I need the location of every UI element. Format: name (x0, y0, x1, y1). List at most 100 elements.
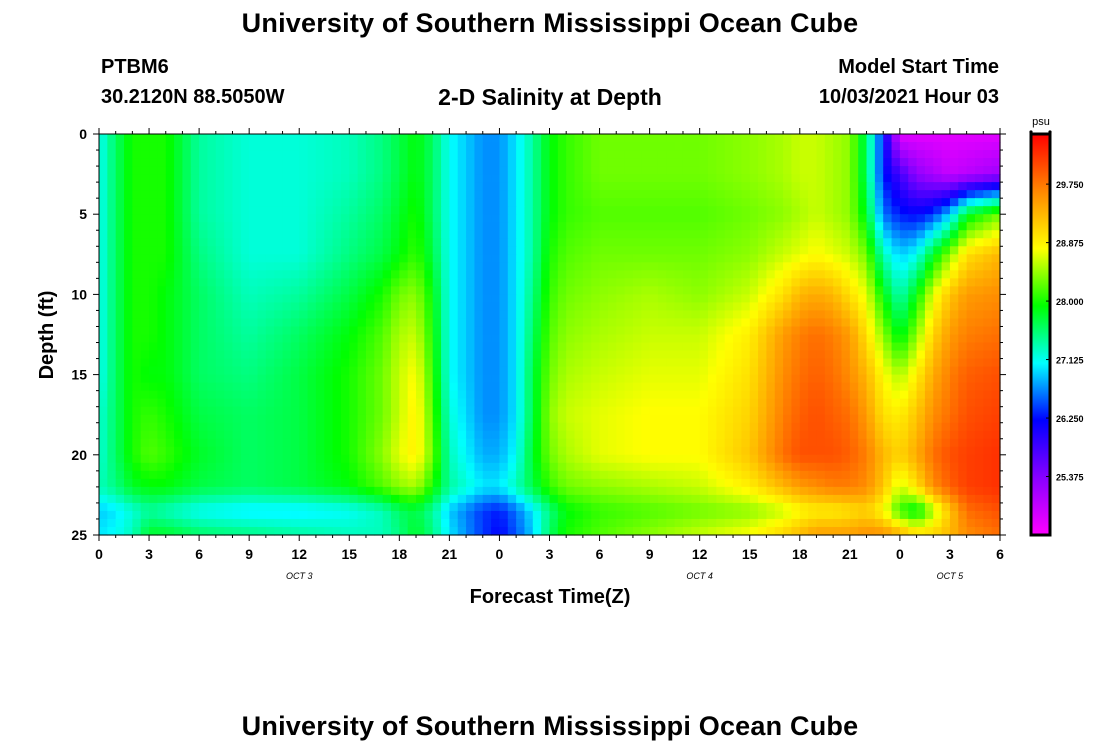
heatmap-cell (407, 214, 417, 223)
heatmap-cell (899, 142, 909, 151)
heatmap-cell (257, 422, 267, 432)
heatmap-cell (699, 422, 709, 432)
heatmap-cell (524, 350, 534, 360)
heatmap-cell (190, 350, 200, 360)
heatmap-cell (441, 446, 450, 456)
heatmap-cell (607, 334, 617, 344)
heatmap-cell (516, 478, 526, 488)
heatmap-cell (891, 446, 901, 456)
heatmap-cell (282, 214, 292, 223)
heatmap-cell (841, 454, 851, 464)
heatmap-cell (791, 286, 801, 295)
heatmap-cell (157, 430, 167, 440)
heatmap-cell (632, 494, 642, 504)
heatmap-cell (891, 486, 901, 496)
heatmap-cell (390, 390, 400, 400)
heatmap-cell (215, 326, 225, 336)
heatmap-cell (441, 478, 450, 488)
heatmap-cell (416, 222, 425, 231)
heatmap-cell (124, 286, 133, 295)
heatmap-cell (891, 342, 901, 352)
heatmap-cell (524, 254, 534, 263)
heatmap-cell (390, 478, 400, 488)
heatmap-cell (516, 262, 526, 271)
heatmap-cell (257, 374, 267, 384)
heatmap-cell (858, 398, 868, 408)
heatmap-cell (733, 286, 742, 295)
heatmap-cell (766, 374, 776, 384)
heatmap-cell (599, 390, 609, 400)
heatmap-cell (374, 246, 384, 255)
heatmap-cell (357, 486, 367, 496)
heatmap-cell (691, 246, 701, 255)
heatmap-cell (182, 182, 192, 191)
heatmap-cell (441, 494, 450, 504)
heatmap-cell (499, 278, 509, 287)
heatmap-cell (557, 414, 567, 424)
heatmap-cell (332, 302, 342, 312)
heatmap-cell (282, 302, 292, 312)
heatmap-cell (691, 254, 701, 263)
heatmap-cell (399, 286, 409, 295)
heatmap-cell (424, 398, 434, 408)
heatmap-cell (532, 318, 542, 328)
heatmap-cell (107, 326, 117, 336)
heatmap-cell (174, 430, 184, 440)
heatmap-cell (899, 486, 909, 496)
heatmap-cell (132, 486, 142, 496)
heatmap-cell (566, 142, 576, 151)
heatmap-cell (232, 278, 242, 287)
heatmap-cell (624, 494, 634, 504)
heatmap-cell (491, 438, 501, 448)
heatmap-cell (674, 166, 684, 175)
heatmap-cell (766, 238, 776, 247)
heatmap-cell (324, 166, 334, 175)
heatmap-cell (599, 270, 609, 279)
heatmap-cell (532, 230, 542, 239)
heatmap-cell (849, 414, 859, 424)
heatmap-cell (824, 454, 834, 464)
heatmap-cell (432, 182, 442, 191)
heatmap-cell (407, 462, 417, 472)
heatmap-cell (499, 494, 509, 504)
heatmap-cell (99, 174, 108, 183)
heatmap-cell (541, 142, 551, 151)
heatmap-cell (708, 174, 717, 183)
heatmap-cell (199, 494, 209, 504)
heatmap-cell (991, 390, 1001, 400)
heatmap-cell (557, 318, 567, 328)
heatmap-cell (708, 454, 717, 464)
heatmap-cell (933, 206, 943, 215)
heatmap-cell (149, 374, 158, 384)
heatmap-cell (758, 342, 767, 352)
heatmap-cell (382, 174, 392, 183)
heatmap-cell (482, 198, 492, 207)
heatmap-cell (599, 214, 609, 223)
heatmap-cell (833, 278, 843, 287)
heatmap-cell (282, 150, 292, 159)
heatmap-cell (332, 214, 342, 223)
heatmap-cell (482, 134, 492, 143)
heatmap-cell (541, 326, 551, 336)
heatmap-cell (657, 414, 667, 424)
heatmap-cell (416, 390, 425, 400)
heatmap-cell (507, 374, 517, 384)
heatmap-cell (607, 366, 617, 376)
heatmap-cell (566, 374, 576, 384)
heatmap-cell (791, 462, 801, 472)
heatmap-cell (424, 430, 434, 440)
heatmap-cell (149, 366, 158, 376)
heatmap-cell (349, 206, 359, 215)
heatmap-cell (591, 222, 601, 231)
heatmap-cell (691, 150, 701, 159)
heatmap-cell (340, 150, 350, 159)
heatmap-cell (841, 214, 851, 223)
heatmap-cell (924, 222, 934, 231)
heatmap-cell (866, 302, 876, 312)
heatmap-cell (891, 254, 901, 263)
heatmap-cell (833, 190, 843, 199)
heatmap-cell (766, 422, 776, 432)
heatmap-cell (933, 246, 943, 255)
heatmap-cell (299, 302, 309, 312)
heatmap-cell (324, 294, 334, 304)
